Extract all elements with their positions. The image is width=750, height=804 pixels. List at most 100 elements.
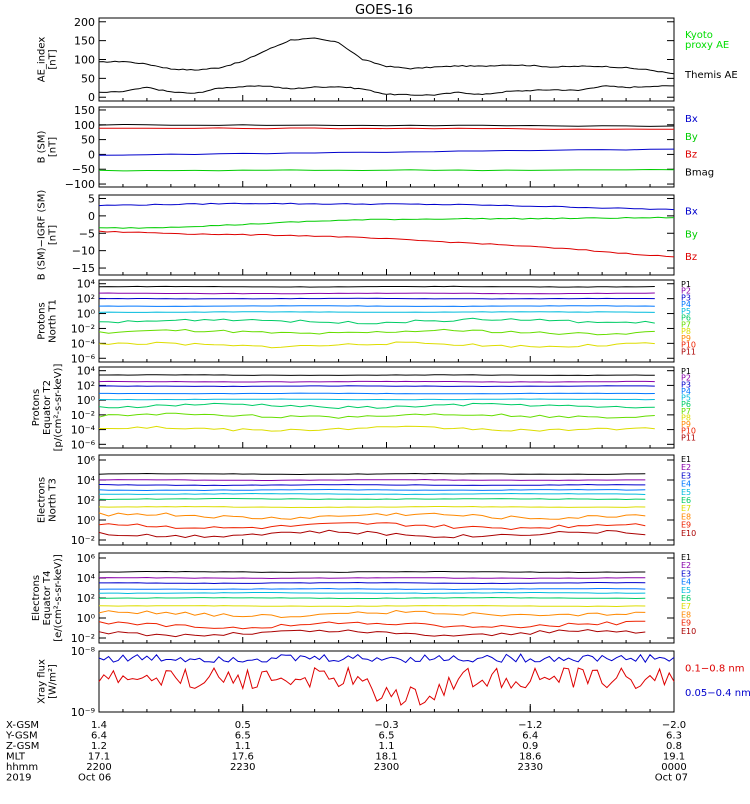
series-line — [99, 578, 645, 579]
y-tick-label: −100 — [65, 178, 95, 191]
series-line — [99, 149, 674, 155]
series-line — [99, 217, 674, 228]
y-tick-label: 10⁰ — [77, 514, 96, 527]
y-tick-label: 10² — [77, 592, 95, 605]
y-tick-label: 10⁻² — [71, 534, 95, 547]
y-tick-label: 10² — [77, 494, 95, 507]
series-line — [99, 598, 645, 599]
y-tick-label: 100 — [74, 54, 95, 67]
series-line — [99, 231, 674, 257]
series-line — [99, 494, 645, 495]
x-tick-value: 19.1 — [663, 752, 685, 763]
x-tick-value: 1.1 — [235, 741, 251, 752]
legend-entry: Bx — [685, 206, 698, 217]
y-axis-label-line: Equator T2 — [42, 380, 53, 435]
x-tick-value: 17.1 — [88, 752, 110, 763]
y-tick-label: 10⁴ — [77, 365, 96, 378]
y-tick-label: 10⁻⁸ — [71, 645, 96, 658]
y-tick-label: 10⁰ — [77, 308, 96, 321]
y-axis-label: ProtonsNorth T1 — [37, 299, 59, 343]
series-line — [99, 523, 645, 530]
series-line — [99, 86, 674, 96]
y-axis-label-line: Electrons — [37, 477, 48, 523]
panel-frame — [99, 280, 674, 362]
x-row-label: Z-GSM — [6, 741, 39, 752]
x-tick-value: 6.4 — [522, 731, 538, 742]
y-axis-label: B (SM)[nT] — [37, 130, 59, 163]
y-axis-label: AE_index[nT] — [37, 37, 59, 83]
y-tick-label: 10⁻⁶ — [71, 438, 96, 451]
legend-entry: Bz — [685, 150, 697, 161]
series-line — [99, 342, 655, 348]
y-tick-label: 10⁰ — [77, 612, 96, 625]
legend-entry: 0.05−0.4 nm — [685, 688, 750, 699]
x-tick-value: 0.5 — [235, 720, 251, 731]
legend-entry: P11 — [681, 347, 696, 356]
series-line — [99, 530, 645, 538]
x-tick-value: 0.8 — [666, 741, 682, 752]
series-line — [99, 480, 645, 481]
y-tick-label: 10⁶ — [77, 454, 96, 467]
y-tick-label: 100 — [74, 119, 95, 132]
legend-entry: Bx — [685, 114, 698, 125]
y-axis-label-line: Xray flux — [37, 659, 48, 704]
series-line — [99, 668, 674, 705]
series-line — [99, 654, 674, 662]
legend-entry: proxy AE — [685, 40, 729, 51]
y-axis-label-line: [nT] — [48, 137, 59, 157]
x-row-label: hhmm — [6, 762, 38, 773]
x-tick-value: 18.1 — [375, 752, 397, 763]
x-tick-value: 2230 — [230, 762, 255, 773]
y-tick-label: 10⁻⁴ — [71, 337, 96, 350]
y-tick-label: −10 — [72, 245, 95, 258]
x-tick-value: 1.1 — [379, 741, 395, 752]
x-tick-value: 0000 — [661, 762, 686, 773]
y-axis-label: ElectronsNorth T3 — [37, 477, 59, 523]
x-row-label: Y-GSM — [5, 731, 38, 742]
x-tick-value: 17.6 — [232, 752, 254, 763]
series-line — [99, 507, 645, 508]
x-tick-value: 0.9 — [522, 741, 538, 752]
series-line — [99, 293, 655, 294]
x-tick-value: 2200 — [86, 762, 111, 773]
series-line — [99, 399, 655, 400]
y-tick-label: 0 — [88, 148, 95, 161]
y-tick-label: 10⁻² — [71, 322, 95, 335]
series-line — [99, 312, 655, 313]
y-tick-label: 10² — [77, 379, 95, 392]
y-tick-label: 0 — [88, 210, 95, 223]
y-tick-label: 10⁴ — [77, 572, 96, 585]
y-tick-label: 150 — [74, 35, 95, 48]
x-tick-value: Oct 06 — [78, 773, 111, 784]
series-line — [99, 490, 645, 491]
legend-entry: Bmag — [685, 167, 714, 178]
series-line — [99, 606, 645, 607]
panel-frame — [99, 107, 674, 187]
y-tick-label: 10⁴ — [77, 278, 96, 291]
series-line — [99, 583, 645, 584]
x-tick-value: 6.5 — [379, 731, 395, 742]
series-line — [99, 386, 655, 387]
x-tick-value: 2330 — [518, 762, 543, 773]
panel-frame — [99, 455, 674, 545]
y-tick-label: 10⁻⁴ — [71, 424, 96, 437]
series-line — [99, 38, 674, 74]
panel-frame — [99, 195, 674, 275]
series-line — [99, 125, 674, 127]
series-line — [99, 329, 655, 334]
x-tick-value: 6.4 — [91, 731, 107, 742]
y-axis-label-line: [e/(cm²-s-sr-keV)] — [53, 554, 64, 642]
y-axis-label: ProtonsEquator T2[p/(cm²-s-sr-keV)] — [31, 364, 64, 452]
series-line — [99, 593, 645, 594]
series-line — [99, 298, 655, 299]
x-row-label: X-GSM — [6, 720, 39, 731]
y-axis-label-line: B (SM)−IGRF (SM) — [37, 190, 48, 281]
series-line — [99, 381, 655, 382]
